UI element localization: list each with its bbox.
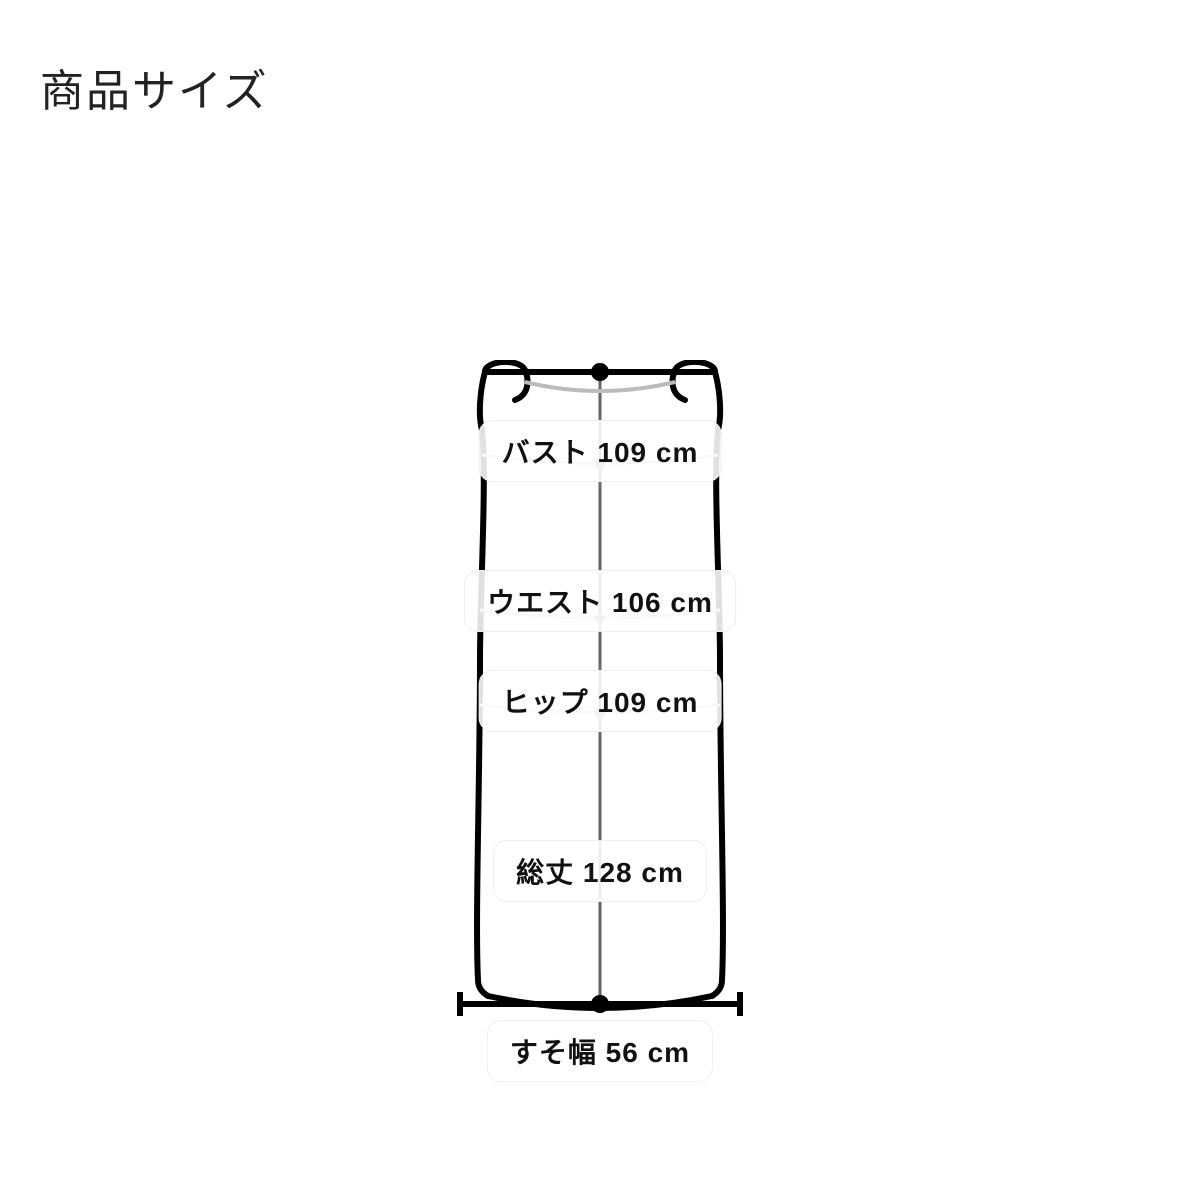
measurement-hem-label: すそ幅 56 cm [487, 1020, 713, 1082]
measurement-length-label: 総丈 128 cm [493, 840, 707, 902]
measurement-bust-label: バスト 109 cm [479, 420, 722, 482]
measurement-waist-label: ウエスト 106 cm [464, 570, 736, 632]
garment-diagram: バスト 109 cm ウエスト 106 cm ヒップ 109 cm 総丈 128… [430, 360, 770, 1100]
page-title: 商品サイズ [40, 55, 269, 119]
measurement-hip-label: ヒップ 109 cm [479, 670, 722, 732]
